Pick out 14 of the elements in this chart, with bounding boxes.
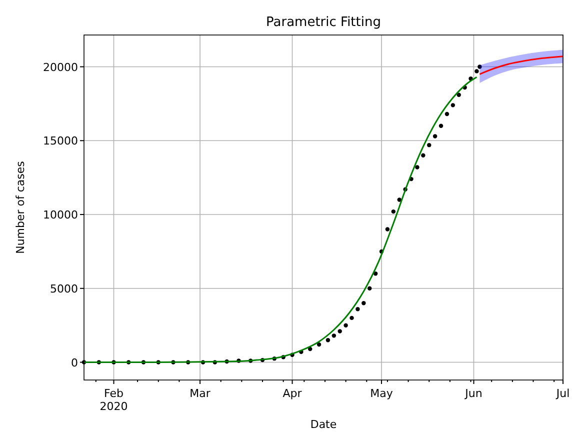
- x-tick-label: Feb 2020: [100, 387, 128, 413]
- x-tick-label: Jun: [464, 387, 482, 400]
- y-tick-label: 0: [71, 356, 78, 370]
- y-tick-label: 10000: [43, 208, 78, 222]
- y-tick-label: 15000: [43, 134, 78, 148]
- y-axis-title: Number of cases: [14, 160, 27, 254]
- x-tick-label: Apr: [282, 387, 302, 400]
- y-tick-label: 20000: [43, 60, 78, 74]
- y-tick-label: 5000: [50, 282, 78, 296]
- x-axis-title: Date: [310, 418, 337, 431]
- chart-title: Parametric Fitting: [266, 15, 381, 30]
- x-tick-label: Mar: [190, 387, 211, 400]
- x-tick-label: May: [370, 387, 394, 400]
- x-tick-label: Jul: [555, 387, 570, 400]
